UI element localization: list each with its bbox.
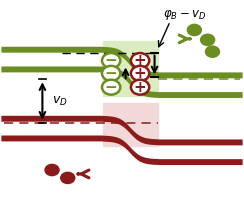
- Text: −: −: [105, 53, 118, 68]
- Polygon shape: [1, 66, 243, 98]
- Text: +: +: [134, 80, 146, 95]
- Text: $\varphi_B - v_D$: $\varphi_B - v_D$: [163, 8, 206, 22]
- Circle shape: [102, 53, 120, 68]
- Polygon shape: [1, 116, 243, 145]
- Text: $v_D$: $v_D$: [52, 94, 68, 108]
- Circle shape: [102, 66, 120, 81]
- Text: −: −: [105, 66, 118, 81]
- Circle shape: [187, 24, 202, 36]
- Circle shape: [131, 53, 149, 68]
- Circle shape: [44, 164, 60, 176]
- Polygon shape: [1, 47, 243, 78]
- Text: −: −: [105, 80, 118, 95]
- Circle shape: [60, 172, 75, 184]
- Circle shape: [131, 66, 149, 81]
- Text: +: +: [134, 53, 146, 68]
- Circle shape: [205, 45, 220, 58]
- Text: +: +: [134, 66, 146, 81]
- Bar: [103, 41, 158, 96]
- Circle shape: [200, 34, 215, 46]
- Circle shape: [102, 80, 120, 95]
- Circle shape: [131, 80, 149, 95]
- Polygon shape: [1, 136, 243, 165]
- Bar: [103, 103, 158, 146]
